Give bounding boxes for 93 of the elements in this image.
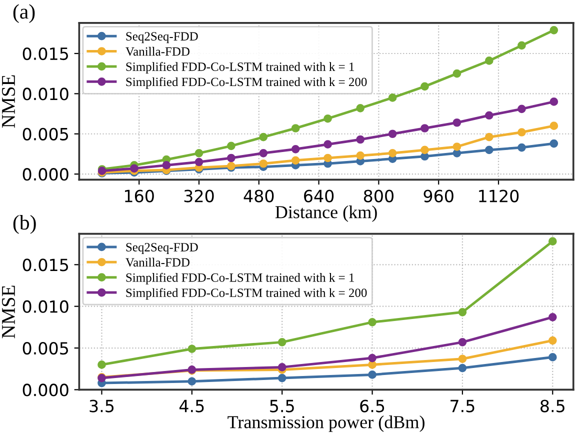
point (550, 98, 558, 106)
point (458, 354, 467, 364)
legend-label: Simplified FDD-Co-LSTM trained with k = 1 (126, 272, 354, 284)
point (278, 363, 286, 372)
y-tick-label: 0.015 (22, 47, 68, 60)
text: (a) (13, 4, 35, 23)
point (548, 237, 557, 246)
point (291, 124, 300, 132)
point (388, 149, 397, 158)
point (324, 154, 332, 162)
point (420, 152, 429, 161)
point (548, 353, 557, 362)
point (550, 122, 558, 130)
y-tick-label: 0.015 (22, 258, 68, 272)
point (356, 151, 365, 160)
point (259, 132, 268, 142)
point (518, 104, 526, 114)
point (278, 374, 286, 382)
x-tick-label: 1120 (479, 190, 519, 202)
x-tick-label: 4.5 (179, 400, 204, 412)
point (484, 146, 494, 154)
point (259, 159, 268, 168)
point (368, 354, 376, 362)
point (420, 124, 429, 132)
point (324, 140, 332, 148)
point (518, 143, 526, 152)
legend-label: Simplified FDD-Co-LSTM trained with k = 200 (126, 77, 367, 89)
point (98, 360, 106, 369)
x-tick-label: 160 (125, 190, 154, 202)
point (550, 26, 558, 34)
point (452, 142, 462, 151)
y-tick-label: 0.000 (22, 384, 68, 396)
point (291, 144, 300, 154)
point (548, 336, 557, 345)
point (227, 142, 236, 150)
y-tick-label: 0.010 (22, 300, 68, 313)
point (162, 161, 171, 170)
point (194, 149, 204, 158)
legend-label: Simplified FDD-Co-LSTM trained with k = 200 (126, 288, 367, 300)
point (130, 164, 138, 173)
point (518, 41, 526, 50)
legend-label: Seq2Seq-FDD (126, 243, 198, 254)
x-axis-title: Distance (km) (275, 206, 377, 222)
point (550, 139, 558, 148)
legend-label: Simplified FDD-Co-LSTM trained with k = 1 (126, 62, 354, 74)
point (388, 94, 397, 102)
point (452, 118, 462, 127)
point (356, 104, 365, 112)
point (484, 132, 494, 142)
x-tick-label: 6.5 (360, 400, 384, 412)
x-axis-title: Transmission power (dBm) (228, 416, 424, 432)
x-tick-label: 8.5 (540, 400, 564, 412)
point (278, 338, 286, 346)
point (458, 308, 467, 316)
point (458, 338, 467, 346)
text: (b) (13, 215, 36, 234)
x-tick-label: 320 (184, 190, 214, 202)
point (227, 154, 236, 162)
point (452, 69, 462, 78)
x-tick-label: 960 (424, 190, 454, 202)
x-tick-label: 640 (304, 190, 334, 202)
point (188, 377, 196, 386)
point (356, 135, 365, 144)
point (420, 82, 429, 91)
y-axis-title: NMSE (2, 75, 16, 128)
point (291, 156, 300, 165)
y-tick-label: 0.010 (22, 88, 68, 100)
point (458, 364, 467, 372)
x-tick-label: 7.5 (450, 400, 474, 412)
point (484, 111, 494, 120)
point (188, 344, 196, 354)
point (420, 146, 429, 154)
x-tick-label: 3.5 (90, 400, 114, 412)
y-tick-label: 0.005 (22, 128, 68, 140)
point (259, 149, 268, 158)
legend-label: Seq2Seq-FDD (126, 32, 198, 44)
point (518, 128, 526, 136)
point (548, 313, 557, 322)
point (484, 56, 494, 65)
y-axis-title: NMSE (2, 286, 16, 338)
x-tick-label: 5.5 (270, 400, 294, 412)
x-tick-label: 800 (364, 190, 394, 202)
point (194, 158, 204, 166)
point (324, 114, 332, 123)
point (368, 360, 376, 369)
y-tick-label: 0.000 (22, 168, 68, 181)
legend-label: Vanilla-FDD (126, 258, 190, 267)
legend-label: Vanilla-FDD (126, 46, 190, 56)
point (368, 318, 376, 326)
x-tick-label: 480 (244, 190, 274, 202)
point (368, 370, 376, 379)
point (388, 130, 397, 138)
y-tick-label: 0.005 (22, 342, 68, 355)
